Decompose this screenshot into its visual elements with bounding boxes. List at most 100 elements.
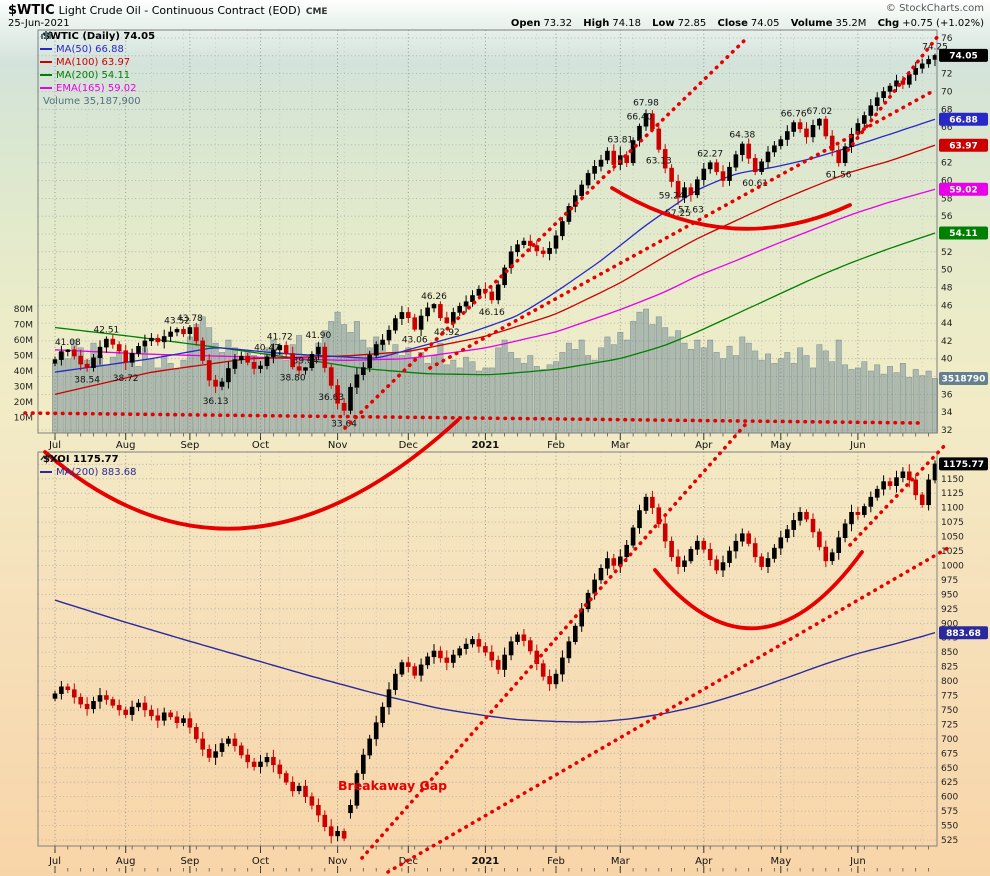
legend-xoi-ma200: MA(200) 883.68 xyxy=(56,467,137,478)
svg-text:2021: 2021 xyxy=(471,856,499,867)
close-value: 74.05 xyxy=(750,18,780,29)
svg-text:46.16: 46.16 xyxy=(479,308,505,318)
svg-text:42.51: 42.51 xyxy=(94,325,120,335)
svg-text:38.80: 38.80 xyxy=(280,373,306,383)
chart-date: 25-Jun-2021 xyxy=(8,18,70,29)
svg-text:56: 56 xyxy=(941,212,953,222)
svg-text:650: 650 xyxy=(941,764,958,774)
svg-text:1000: 1000 xyxy=(941,562,964,572)
svg-text:63.13: 63.13 xyxy=(646,157,672,167)
svg-text:66.88: 66.88 xyxy=(949,116,977,126)
svg-text:58: 58 xyxy=(941,194,953,204)
svg-text:900: 900 xyxy=(941,619,958,629)
svg-text:54.11: 54.11 xyxy=(949,229,977,239)
svg-text:43.78: 43.78 xyxy=(177,314,203,324)
svg-text:Jul: Jul xyxy=(48,856,61,867)
svg-text:1075: 1075 xyxy=(941,518,964,528)
svg-text:70M: 70M xyxy=(14,321,33,331)
legend-volume: Volume 35,187,900 xyxy=(43,96,141,107)
svg-text:36.13: 36.13 xyxy=(203,397,229,407)
svg-text:Aug: Aug xyxy=(116,440,136,451)
svg-text:10M: 10M xyxy=(14,414,33,424)
svg-text:Oct: Oct xyxy=(252,856,269,867)
svg-text:Mar: Mar xyxy=(611,856,631,867)
svg-text:32: 32 xyxy=(941,426,952,436)
svg-text:750: 750 xyxy=(941,706,958,716)
svg-text:40M: 40M xyxy=(14,367,33,377)
svg-text:Jul: Jul xyxy=(48,440,61,451)
svg-text:Nov: Nov xyxy=(328,856,348,867)
svg-text:1175.77: 1175.77 xyxy=(943,460,984,470)
legend-ma100: MA(100) 63.97 xyxy=(56,57,131,68)
ma200-line-icon xyxy=(40,74,52,76)
copyright-notice: © StockCharts.com xyxy=(885,3,984,14)
svg-text:44: 44 xyxy=(941,319,953,329)
svg-text:925: 925 xyxy=(941,605,958,615)
volume-value: 35.2M xyxy=(835,18,867,29)
svg-text:46.26: 46.26 xyxy=(421,292,447,302)
svg-text:46: 46 xyxy=(941,301,953,311)
svg-text:Nov: Nov xyxy=(328,440,348,451)
open-value: 73.32 xyxy=(543,18,573,29)
svg-text:775: 775 xyxy=(941,692,958,702)
svg-text:550: 550 xyxy=(941,822,958,832)
svg-text:34: 34 xyxy=(941,408,953,418)
svg-text:63.97: 63.97 xyxy=(949,141,977,151)
svg-text:May: May xyxy=(771,440,792,451)
svg-text:41.72: 41.72 xyxy=(267,332,293,342)
svg-text:76: 76 xyxy=(941,34,953,44)
svg-text:40: 40 xyxy=(941,355,953,365)
svg-text:1150: 1150 xyxy=(941,475,964,485)
svg-text:20M: 20M xyxy=(14,398,33,408)
svg-text:42: 42 xyxy=(941,337,952,347)
svg-text:70: 70 xyxy=(941,88,953,98)
svg-text:80M: 80M xyxy=(14,305,33,315)
svg-text:675: 675 xyxy=(941,749,958,759)
svg-text:Mar: Mar xyxy=(611,440,631,451)
svg-text:63.81: 63.81 xyxy=(607,136,633,146)
svg-text:57.63: 57.63 xyxy=(678,206,704,216)
svg-text:625: 625 xyxy=(941,778,958,788)
svg-text:67.98: 67.98 xyxy=(633,99,659,109)
svg-text:600: 600 xyxy=(941,793,958,803)
chg-label: Chg xyxy=(877,18,900,29)
svg-text:700: 700 xyxy=(941,735,958,745)
svg-text:66.40: 66.40 xyxy=(627,113,653,123)
svg-text:36.63: 36.63 xyxy=(318,393,344,403)
svg-text:1050: 1050 xyxy=(941,533,964,543)
svg-text:57.25: 57.25 xyxy=(665,209,691,219)
chg-value: +0.75 (+1.02%) xyxy=(902,18,984,29)
xoi-ma200-line-icon xyxy=(40,471,52,473)
ma50-line-icon xyxy=(40,48,52,50)
svg-text:66: 66 xyxy=(941,123,953,133)
svg-text:725: 725 xyxy=(941,720,958,730)
svg-text:Jun: Jun xyxy=(849,440,866,451)
svg-text:May: May xyxy=(771,856,792,867)
svg-text:62: 62 xyxy=(941,159,952,169)
svg-text:33.64: 33.64 xyxy=(331,419,357,429)
svg-text:2021: 2021 xyxy=(471,440,499,451)
svg-text:30M: 30M xyxy=(14,383,33,393)
svg-text:41.08: 41.08 xyxy=(55,338,81,348)
svg-text:850: 850 xyxy=(941,648,958,658)
svg-text:825: 825 xyxy=(941,663,958,673)
svg-text:883.68: 883.68 xyxy=(946,629,981,639)
open-label: Open xyxy=(510,18,541,29)
svg-text:50: 50 xyxy=(941,266,953,276)
svg-text:60: 60 xyxy=(941,177,953,187)
svg-text:62.27: 62.27 xyxy=(697,149,723,159)
svg-text:Sep: Sep xyxy=(180,440,199,451)
svg-text:48: 48 xyxy=(941,284,953,294)
svg-text:Sep: Sep xyxy=(180,856,199,867)
svg-text:72: 72 xyxy=(941,70,952,80)
svg-text:Aug: Aug xyxy=(116,856,136,867)
chart-title: Light Crude Oil - Continuous Contract (E… xyxy=(58,4,301,17)
legend-ma50: MA(50) 66.88 xyxy=(56,44,124,55)
svg-text:43.52: 43.52 xyxy=(164,316,190,326)
xoi-legend: $XOI 1175.77 MA(200) 883.68 xyxy=(40,453,137,479)
legend-ma200: MA(200) 54.11 xyxy=(56,70,131,81)
high-value: 74.18 xyxy=(612,18,641,29)
high-label: High xyxy=(583,18,610,29)
svg-text:Feb: Feb xyxy=(547,440,565,451)
